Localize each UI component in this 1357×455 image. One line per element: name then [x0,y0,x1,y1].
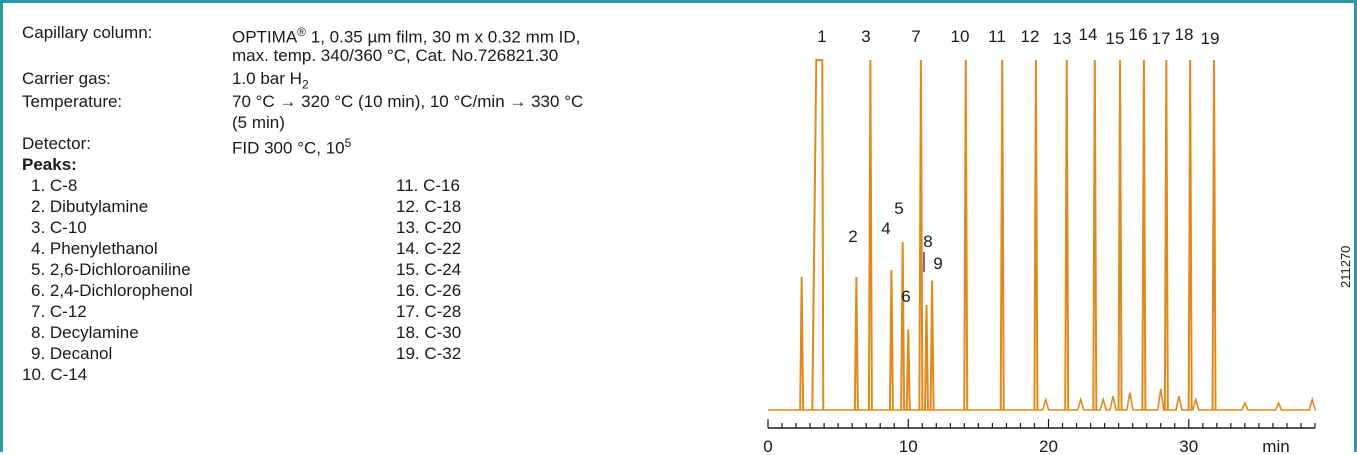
x-tick-label: 0 [763,437,772,455]
peak-label-17: 17 [1152,29,1171,48]
x-tick-label: 20 [1039,437,1058,455]
peak-1 [812,60,823,410]
peak-label-1: 1 [817,27,826,46]
peak-13 [1065,60,1068,410]
peak-16 [1142,60,1145,410]
peak-label-13: 13 [1053,29,1072,48]
peak-label-5: 5 [894,199,903,218]
peak-6 [907,330,910,411]
peak-7 [919,60,922,410]
peak-label-4: 4 [881,219,890,238]
x-tick-label: 10 [899,437,918,455]
peak-17 [1165,60,1168,410]
peak-10 [964,60,967,410]
peak-label-11: 11 [988,27,1006,46]
peak-0 [800,277,803,410]
peak-19 [1213,60,1216,410]
figure-code: 211270 [1338,246,1353,288]
peak-2 [855,277,858,410]
peak-label-9: 9 [933,254,942,273]
baseline-trace [768,389,1315,410]
peak-label-10: 10 [951,27,970,46]
peak-label-6: 6 [901,287,910,306]
peak-5 [901,242,904,410]
peak-18 [1189,60,1192,410]
peak-label-7: 7 [911,27,920,46]
peak-9 [931,281,934,411]
peak-label-19: 19 [1201,29,1220,48]
peak-label-3: 3 [861,27,870,46]
peak-15 [1119,60,1122,410]
peak-4 [890,270,893,410]
peak-label-18: 18 [1175,25,1194,44]
peak-12 [1034,60,1037,410]
peak-8 [925,305,928,410]
peak-label-14: 14 [1079,25,1098,44]
x-tick-label: 30 [1179,437,1198,455]
peak-3 [869,60,872,410]
peak-label-12: 12 [1021,27,1040,46]
peak-label-2: 2 [848,227,857,246]
peak-label-15: 15 [1106,29,1125,48]
x-axis-label: min [1262,437,1289,455]
peak-11 [1001,60,1004,410]
peak-14 [1093,60,1096,410]
peak-label-16: 16 [1129,25,1148,44]
peak-label-8: 8 [923,232,932,251]
